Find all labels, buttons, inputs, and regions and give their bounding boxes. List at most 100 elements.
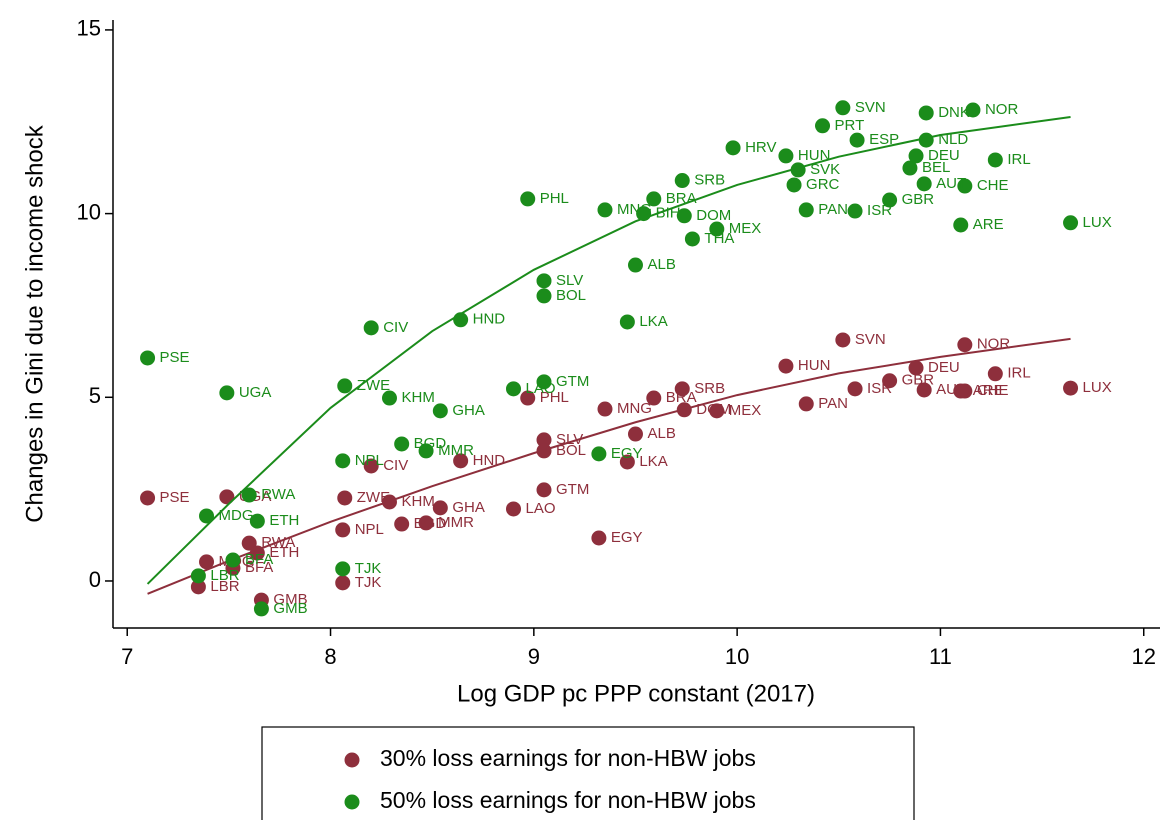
point-label: ZWE xyxy=(357,489,390,506)
point xyxy=(536,482,552,498)
point xyxy=(432,500,448,516)
point xyxy=(882,373,898,389)
y-tick-label: 0 xyxy=(89,567,101,592)
point-label: HRV xyxy=(745,139,776,156)
point xyxy=(674,381,690,397)
point-label: ALB xyxy=(647,425,675,442)
point-label: MDG xyxy=(219,507,254,524)
point xyxy=(199,508,215,524)
point xyxy=(335,522,351,538)
point-label: LUX xyxy=(1083,214,1112,231)
x-tick-label: 10 xyxy=(725,644,749,669)
point xyxy=(241,535,257,551)
point-label: NPL xyxy=(355,521,384,538)
point xyxy=(619,454,635,470)
point-label: KHM xyxy=(401,389,434,406)
point-label: SVN xyxy=(855,99,886,116)
point-label: BRA xyxy=(666,190,697,207)
point xyxy=(506,381,522,397)
point-label: GMB xyxy=(273,600,307,617)
point xyxy=(916,176,932,192)
point xyxy=(249,545,265,561)
point xyxy=(786,177,802,193)
point-label: MNG xyxy=(617,400,652,417)
point-label: LAO xyxy=(526,500,556,517)
point-label: BFA xyxy=(245,559,273,576)
point-label: NOR xyxy=(985,101,1019,118)
point-label: PHL xyxy=(540,389,569,406)
point xyxy=(778,358,794,374)
point xyxy=(646,390,662,406)
point-label: SLV xyxy=(556,272,583,289)
point-label: BFA xyxy=(245,551,273,568)
point xyxy=(709,403,725,419)
point-label: ARE xyxy=(973,382,1004,399)
point-label: SLV xyxy=(556,431,583,448)
point xyxy=(418,515,434,531)
point xyxy=(674,173,690,189)
point-label: ZWE xyxy=(357,377,390,394)
point xyxy=(418,443,434,459)
point xyxy=(847,381,863,397)
point xyxy=(219,489,235,505)
point-label: LKA xyxy=(639,453,667,470)
point-label: PSE xyxy=(160,349,190,366)
point xyxy=(190,568,206,584)
point xyxy=(394,436,410,452)
point-label: HND xyxy=(473,311,506,328)
point xyxy=(335,575,351,591)
point-label: GHA xyxy=(452,499,485,516)
point xyxy=(725,140,741,156)
point xyxy=(597,401,613,417)
point xyxy=(778,148,794,164)
point xyxy=(536,273,552,289)
point-label: GMB xyxy=(273,591,307,608)
point xyxy=(646,191,662,207)
point xyxy=(965,102,981,118)
point xyxy=(882,192,898,208)
point xyxy=(363,320,379,336)
point xyxy=(335,453,351,469)
point xyxy=(835,100,851,116)
point xyxy=(676,402,692,418)
y-axis-title: Changes in Gini due to income shock xyxy=(21,124,48,523)
legend-label: 30% loss earnings for non-HBW jobs xyxy=(380,745,756,771)
point-label: PAN xyxy=(818,395,848,412)
point-label: KHM xyxy=(401,493,434,510)
point xyxy=(957,178,973,194)
point-label: CIV xyxy=(383,319,408,336)
fit-line xyxy=(147,337,1071,595)
x-tick-label: 11 xyxy=(929,644,952,669)
point-label: BEL xyxy=(922,159,950,176)
point xyxy=(225,552,241,568)
point-label: GHA xyxy=(452,402,485,419)
point-label: ARE xyxy=(973,216,1004,233)
point xyxy=(619,314,635,330)
point-label: TJK xyxy=(355,574,382,591)
point xyxy=(709,221,725,237)
point xyxy=(337,378,353,394)
point-label: NLD xyxy=(938,131,968,148)
point-label: UGA xyxy=(239,384,272,401)
point xyxy=(506,501,522,517)
point xyxy=(337,490,353,506)
point-label: DEU xyxy=(928,147,960,164)
point-label: LKA xyxy=(639,313,667,330)
point-label: GRC xyxy=(806,176,840,193)
point xyxy=(908,148,924,164)
point-label: ETH xyxy=(269,544,299,561)
point-label: BIH xyxy=(656,205,681,222)
point xyxy=(140,490,156,506)
fit-line xyxy=(146,115,1071,585)
point-label: EGY xyxy=(611,445,643,462)
point-label: PHL xyxy=(540,190,569,207)
point-label: BOL xyxy=(556,287,586,304)
y-tick-label: 10 xyxy=(77,199,101,224)
point xyxy=(536,288,552,304)
point-label: EGY xyxy=(611,529,643,546)
point xyxy=(394,516,410,532)
point-label: HUN xyxy=(798,147,831,164)
point-label: MMR xyxy=(438,514,474,531)
point xyxy=(140,350,156,366)
